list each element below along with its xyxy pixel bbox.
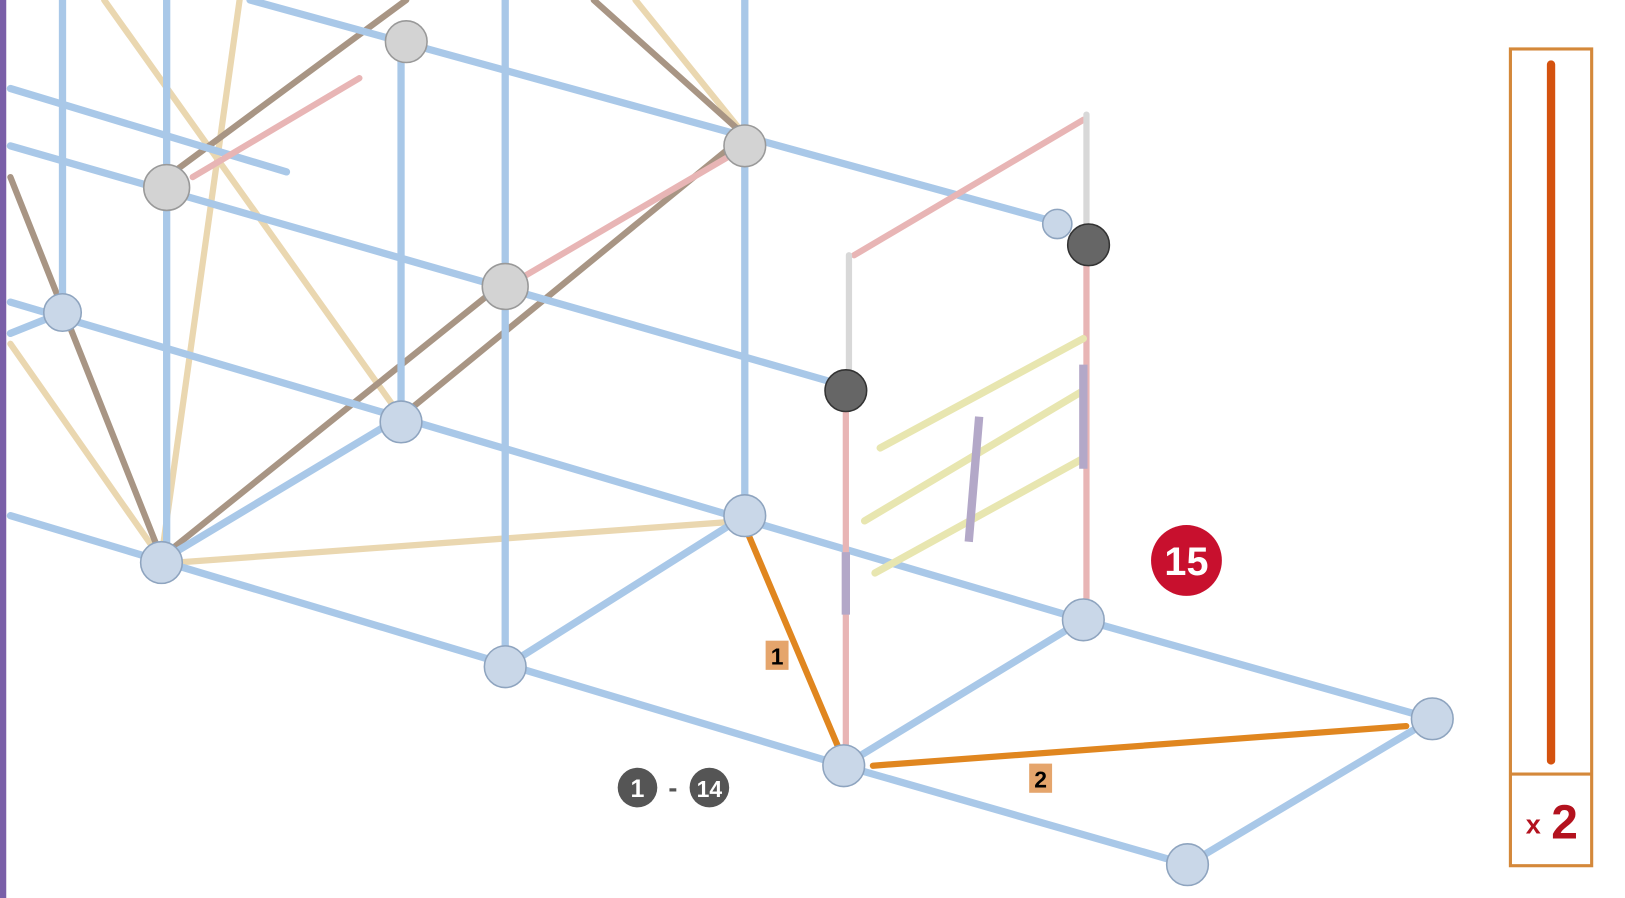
callout: 1 — [765, 640, 789, 670]
step-label: 15 — [1164, 540, 1208, 584]
step-to: 14 — [697, 776, 723, 802]
model-structure — [6, 0, 1454, 887]
parts-box: x 2 — [1508, 47, 1594, 868]
callout-label: 2 — [1034, 767, 1047, 793]
count-prefix: x — [1526, 808, 1541, 839]
callout-label: 1 — [771, 644, 784, 670]
page-edge — [0, 0, 7, 898]
callout: 2 — [1029, 763, 1053, 793]
previous-steps: 1 - 14 — [617, 767, 730, 808]
part-count: 2 — [1551, 797, 1578, 850]
step-from: 1 — [631, 775, 645, 803]
step-number: 15 — [1151, 525, 1222, 596]
separator: - — [668, 772, 677, 803]
